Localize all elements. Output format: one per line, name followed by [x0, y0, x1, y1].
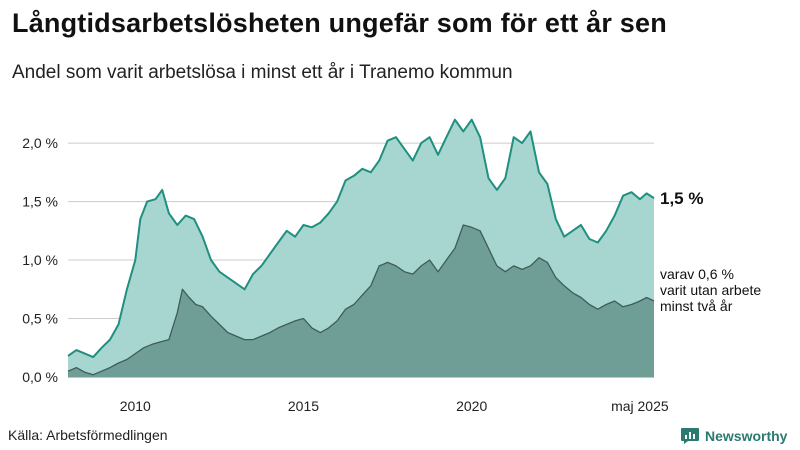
y-tick-label: 0,0 %: [22, 369, 58, 385]
x-tick-label: maj 2025: [611, 398, 669, 414]
long-term-label-line: minst två år: [660, 298, 733, 314]
long-term-label-line: varav 0,6 %: [660, 266, 734, 282]
x-tick-label: 2020: [456, 398, 487, 414]
area-long: [68, 225, 654, 377]
y-tick-label: 1,0 %: [22, 252, 58, 268]
line-long: [67, 224, 655, 376]
y-tick-label: 0,5 %: [22, 311, 58, 327]
x-tick-label: 2015: [288, 398, 319, 414]
chart-subtitle: Andel som varit arbetslösa i minst ett å…: [12, 62, 513, 83]
y-tick-label: 2,0 %: [22, 135, 58, 151]
brand-name: Newsworthy: [705, 428, 788, 444]
x-axis: 2010 2015 2020 maj 2025: [120, 398, 669, 414]
source-note: Källa: Arbetsförmedlingen: [8, 427, 168, 443]
long-term-label-line: varit utan arbete: [660, 282, 761, 298]
chart-title: Långtidsarbetslösheten ungefär som för e…: [12, 8, 667, 38]
total-value-label: 1,5 %: [660, 189, 703, 208]
y-tick-label: 1,5 %: [22, 194, 58, 210]
brand-logo[interactable]: Newsworthy: [680, 427, 787, 445]
y-axis: 0,0 % 0,5 % 1,0 % 1,5 % 2,0 %: [22, 135, 58, 385]
line-total: [67, 118, 655, 359]
newsworthy-icon: [681, 428, 699, 444]
area-chart: 0,0 % 0,5 % 1,0 % 1,5 % 2,0 % 2010 2015 2020 ma…: [22, 118, 761, 414]
chart-areas: [67, 118, 655, 377]
x-tick-label: 2010: [120, 398, 151, 414]
